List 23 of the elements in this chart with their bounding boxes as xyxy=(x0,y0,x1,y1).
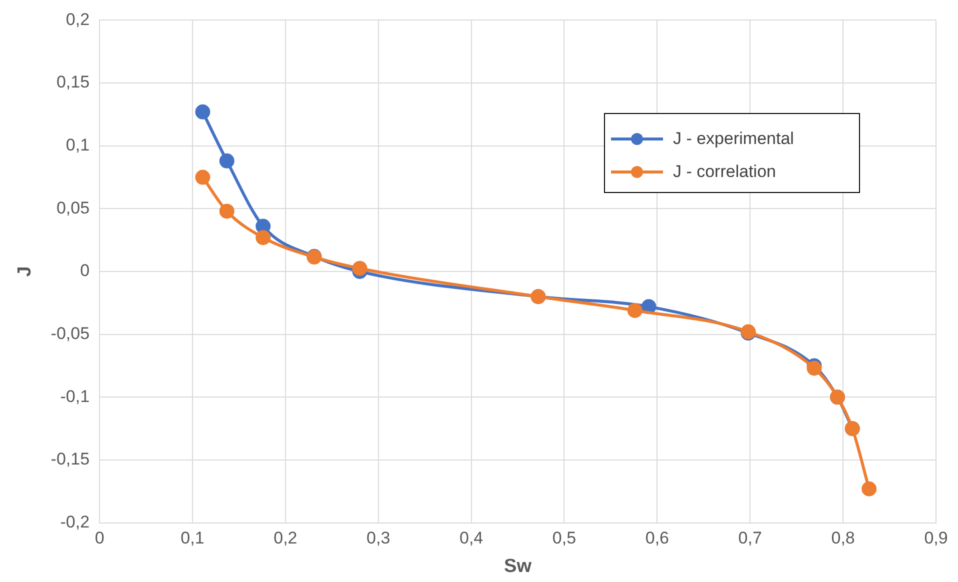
x-tick-label: 0,9 xyxy=(924,528,948,548)
x-tick-label: 0,4 xyxy=(459,528,484,548)
y-tick-label: 0,15 xyxy=(56,72,90,92)
legend-label: J - experimental xyxy=(673,128,794,148)
x-tick-label: 0 xyxy=(94,528,104,548)
x-tick-label: 0,7 xyxy=(738,528,762,548)
y-tick-label: 0,05 xyxy=(56,198,90,218)
legend-label: J - correlation xyxy=(673,162,776,182)
x-tick-label: 0,8 xyxy=(831,528,855,548)
y-tick-label: 0,1 xyxy=(66,136,90,155)
y-tick-label: -0,15 xyxy=(50,450,90,469)
x-axis-title: Sw xyxy=(504,556,532,577)
y-tick-label: -0,1 xyxy=(60,386,90,406)
y-tick-label: 0 xyxy=(80,261,90,280)
y-axis-title: J xyxy=(14,266,36,277)
x-tick-label: 0,3 xyxy=(366,528,390,548)
x-tick-label: 0,1 xyxy=(180,528,204,548)
x-tick-label: 0,5 xyxy=(552,528,576,548)
y-tick-label: -0,2 xyxy=(60,512,90,532)
x-tick-label: 0,6 xyxy=(645,528,670,548)
y-tick-label: 0,2 xyxy=(66,10,90,29)
y-tick-label: -0,05 xyxy=(50,324,90,344)
x-tick-label: 0,2 xyxy=(274,528,298,548)
